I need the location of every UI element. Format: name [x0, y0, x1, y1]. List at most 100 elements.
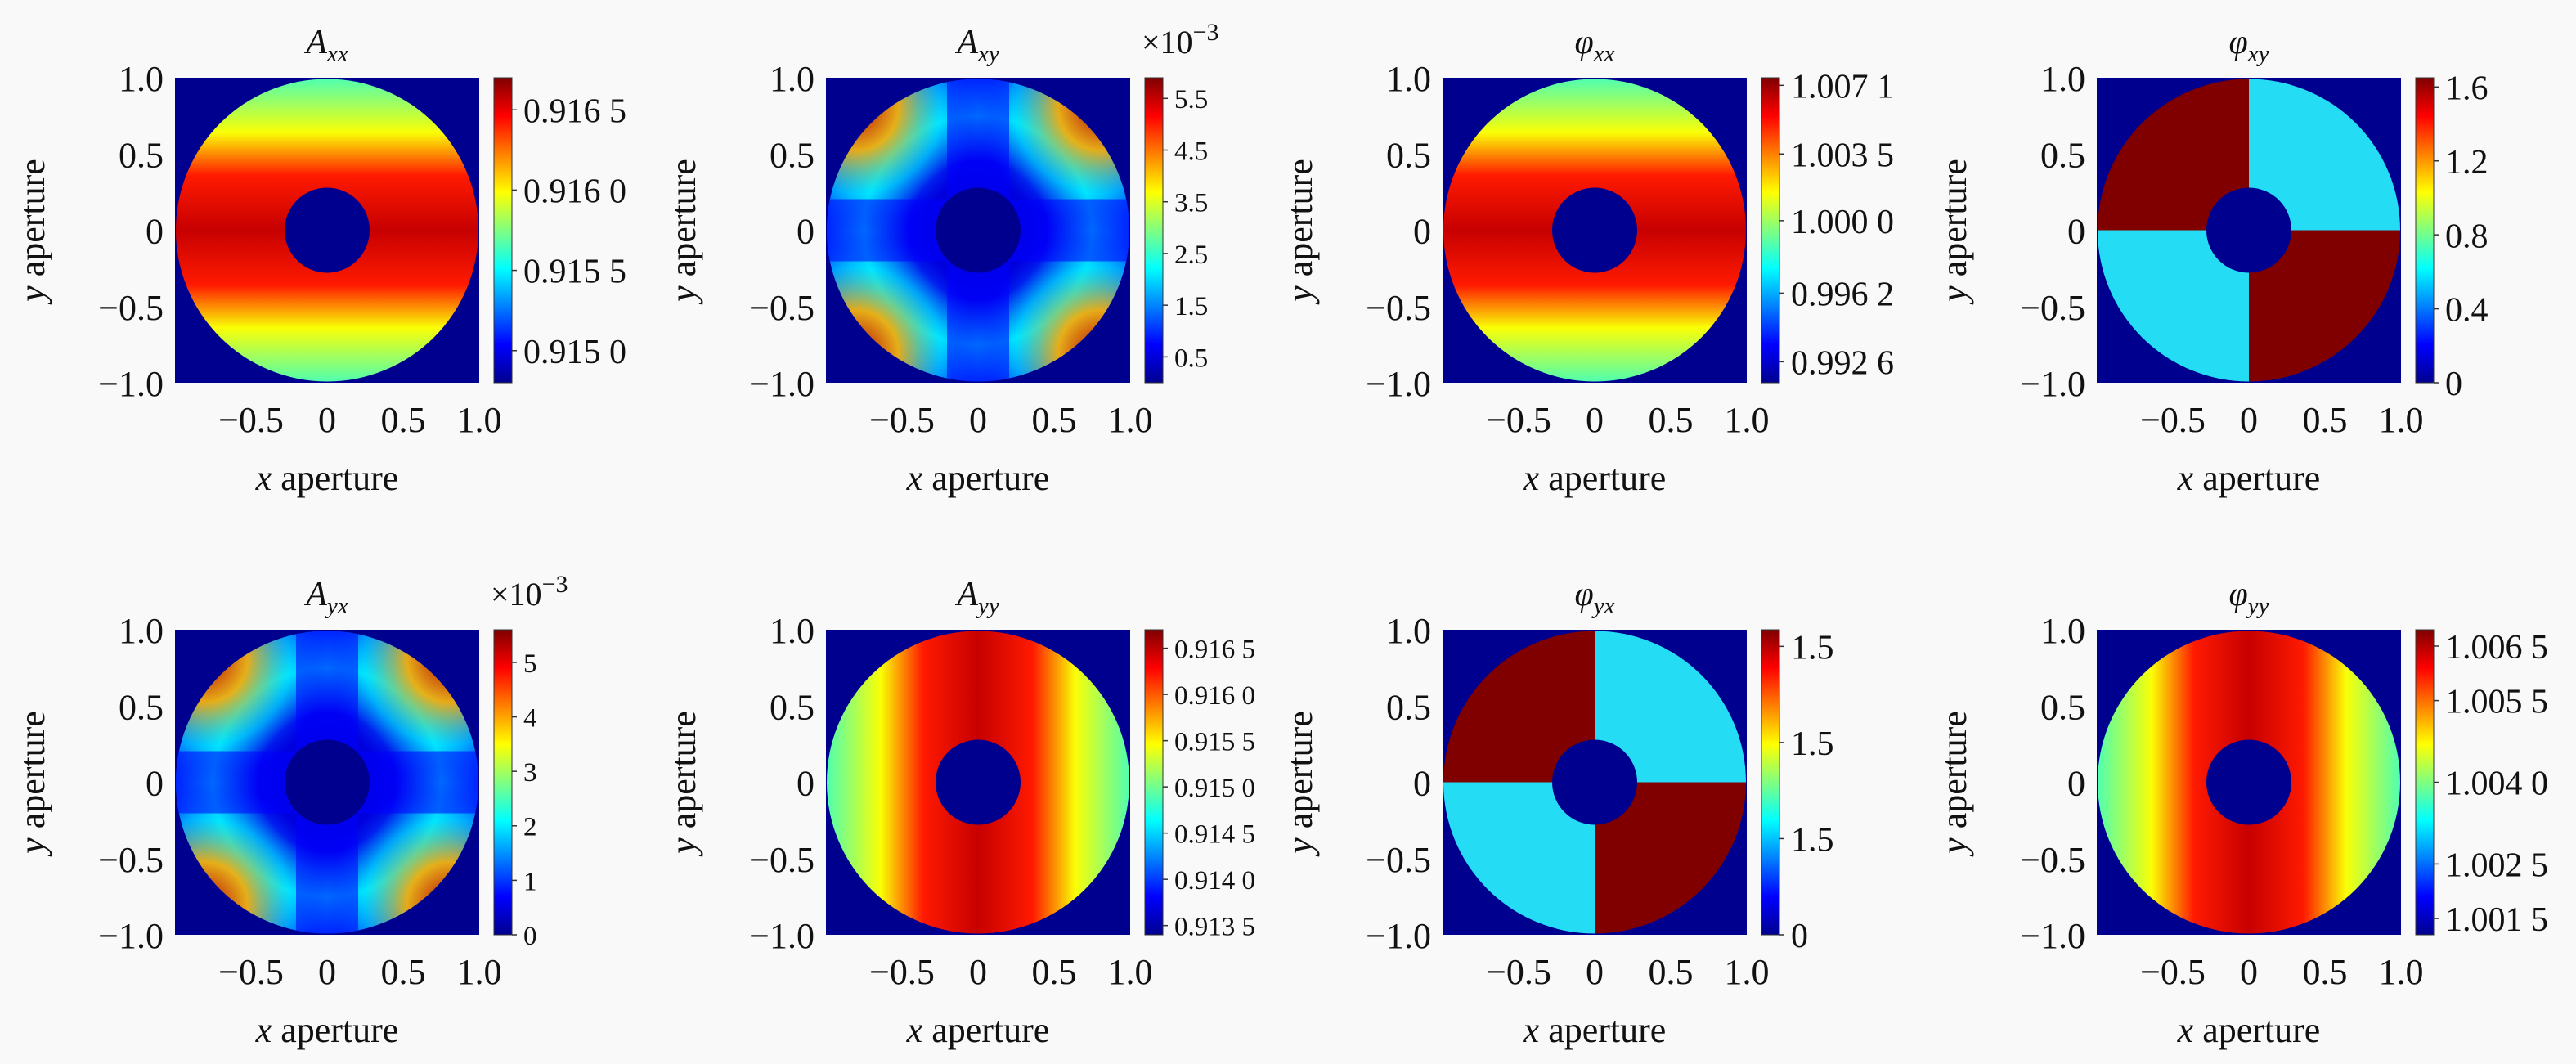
x-tick-label: −0.5 — [1486, 400, 1551, 440]
y-axis-label-text: aperture — [1280, 711, 1320, 837]
chart-title: φxx — [1575, 24, 1615, 67]
colorbar-tick-label: 1 — [523, 867, 537, 896]
chart-title-subscript: yy — [976, 593, 999, 619]
y-tick-label: −0.5 — [749, 288, 815, 328]
x-tick-label: 0 — [969, 400, 987, 440]
y-tick-label: −1.0 — [98, 364, 164, 404]
colorbar-tick-label: 0.914 0 — [1174, 866, 1255, 896]
y-axis-label: y aperture — [1280, 711, 1320, 857]
chart-title: Ayy — [954, 576, 999, 619]
x-tick-label: 1.0 — [1108, 400, 1153, 440]
y-tick-label: −1.0 — [2020, 364, 2085, 404]
x-tick-label: −0.5 — [218, 400, 284, 440]
y-tick-label: 0 — [797, 764, 815, 804]
center-obscuration — [936, 739, 1021, 825]
y-tick-label: 1.0 — [1386, 611, 1431, 651]
colorbar-tick-label: 1.003 5 — [1791, 137, 1894, 174]
chart-title-subscript: xx — [1593, 41, 1615, 67]
x-axis-label-text: aperture — [2193, 458, 2320, 498]
chart-title: φyy — [2229, 576, 2269, 619]
colorbar-tick-label: 0.996 2 — [1791, 276, 1894, 314]
colorbar-tick-label: 2 — [523, 813, 537, 842]
y-axis-label-var: y — [1934, 837, 1974, 857]
colorbar-tick-label: 0.916 0 — [1174, 681, 1255, 711]
colorbar-tick-label: 0.913 5 — [1174, 913, 1255, 942]
colorbar-multiplier: ×10−3 — [1142, 19, 1218, 61]
x-axis-label: x aperture — [1523, 458, 1667, 498]
y-axis-label-text: aperture — [1280, 159, 1320, 285]
colorbar-tick-label: 1.007 1 — [1791, 68, 1894, 106]
x-tick-label: 1.0 — [1725, 952, 1770, 992]
y-tick-label: 1.0 — [770, 611, 815, 651]
colorbar-multiplier-base: ×10 — [491, 576, 542, 613]
chart-title-base: A — [954, 24, 978, 61]
x-tick-label: −0.5 — [869, 400, 935, 440]
chart-title: Axx — [303, 24, 348, 67]
x-axis-label-text: aperture — [922, 1010, 1049, 1050]
x-axis-label: x aperture — [906, 458, 1050, 498]
y-tick-label: 0 — [1413, 212, 1431, 252]
colorbar-tick-label: 0.914 5 — [1174, 820, 1255, 850]
x-tick-label: 0.5 — [1032, 952, 1077, 992]
x-axis-label-var: x — [255, 1010, 272, 1050]
y-tick-label: 0.5 — [119, 687, 164, 727]
colorbar-multiplier-exponent: −3 — [542, 571, 568, 598]
colorbar-tick-label: 0.8 — [2445, 218, 2488, 255]
colorbar-multiplier-base: ×10 — [1142, 24, 1193, 61]
y-tick-label: 0 — [146, 764, 164, 804]
center-obscuration — [2206, 187, 2291, 273]
y-axis-label-text: aperture — [1934, 159, 1974, 285]
x-tick-label: −0.5 — [218, 952, 284, 992]
colorbar-tick-label: 1.5 — [1791, 725, 1834, 763]
y-axis-label-text: aperture — [663, 159, 703, 285]
chart-title-base: φ — [1575, 24, 1594, 61]
x-tick-label: 0.5 — [1032, 400, 1077, 440]
x-tick-label: 0.5 — [381, 400, 426, 440]
x-axis-label-text: aperture — [272, 1010, 398, 1050]
colorbar-tick-label: 3 — [523, 758, 537, 788]
colorbar-tick-label: 5 — [523, 649, 537, 679]
x-tick-label: −0.5 — [869, 952, 935, 992]
colorbar — [1144, 77, 1164, 384]
x-axis-label-var: x — [2177, 458, 2194, 498]
colorbar-tick-label: 0.5 — [1174, 343, 1208, 373]
y-axis-label-var: y — [12, 837, 52, 857]
x-axis-label: x aperture — [2177, 458, 2321, 498]
y-tick-label: −0.5 — [2020, 840, 2085, 880]
colorbar-tick-label: 0 — [1791, 918, 1808, 955]
y-tick-label: 1.0 — [1386, 59, 1431, 99]
x-tick-label: −0.5 — [1486, 952, 1551, 992]
x-tick-label: 1.0 — [457, 952, 502, 992]
chart-title-subscript: xy — [2247, 41, 2269, 67]
colorbar — [1761, 77, 1780, 384]
colorbar-tick-label: 1.5 — [1791, 629, 1834, 667]
x-tick-label: 0 — [1586, 952, 1604, 992]
colorbar-tick-label: 0.915 0 — [523, 334, 626, 371]
chart-title-subscript: yy — [2246, 593, 2269, 619]
y-tick-label: −1.0 — [749, 364, 815, 404]
x-axis-label-var: x — [1523, 1010, 1540, 1050]
y-tick-label: 0 — [797, 212, 815, 252]
colorbar-tick-label: 1.5 — [1174, 292, 1208, 321]
colorbar-tick-label: 0.915 5 — [1174, 728, 1255, 757]
y-tick-label: −0.5 — [98, 288, 164, 328]
colorbar-tick-label: 0.916 0 — [523, 173, 626, 211]
y-tick-label: 0 — [1413, 764, 1431, 804]
y-axis-label-var: y — [1280, 837, 1320, 857]
colorbar-tick-label: 1.004 0 — [2445, 765, 2548, 803]
y-tick-label: −1.0 — [1366, 916, 1431, 956]
chart-title-subscript: xx — [326, 41, 348, 67]
colorbar-tick-label: 0.916 5 — [1174, 635, 1255, 664]
center-obscuration — [1552, 739, 1637, 825]
center-obscuration — [285, 739, 370, 825]
colorbar-tick-label: 0.915 5 — [523, 254, 626, 291]
y-tick-label: 0 — [2067, 212, 2085, 252]
center-obscuration — [936, 187, 1021, 273]
